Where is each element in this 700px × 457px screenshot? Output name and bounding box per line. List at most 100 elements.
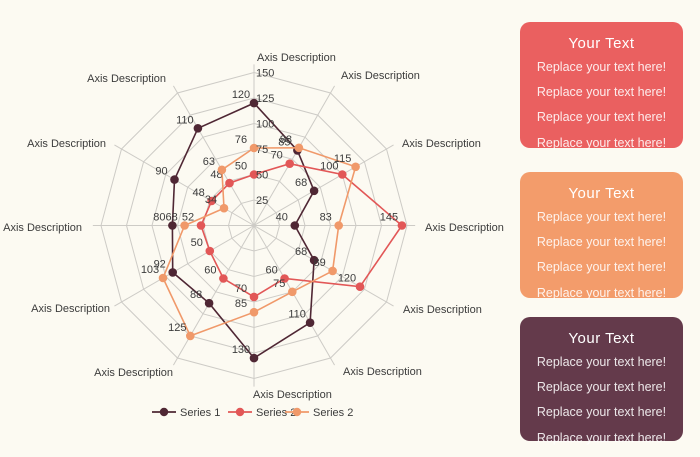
panel-placeholder-text[interactable]: Replace your text here! [536,430,667,445]
panel-placeholder-text[interactable]: Replace your text here! [536,60,667,74]
legend-item: Series 2 [228,407,296,419]
grid-spoke [253,85,336,226]
radar-grid [92,64,416,387]
data-label: 125 [168,322,186,334]
data-point [204,298,214,308]
data-point [207,196,216,206]
data-label: 40 [276,212,288,224]
panel-placeholder-text[interactable]: Replace your text here! [536,85,667,100]
data-label: 83 [320,212,332,224]
series-3: 76 88 115 83 89 75 85 125 103 68 34 63 [141,134,360,341]
legend-marker-dot [159,407,169,417]
data-point [285,159,295,168]
data-label: 50 [191,237,203,249]
axis-label: Axis Description [94,367,173,379]
data-point [397,221,407,230]
data-label: 92 [154,258,166,270]
data-label: 75 [273,278,285,290]
data-label: 90 [155,166,167,178]
legend-marker-dot [292,407,302,417]
data-point [351,162,360,172]
tick-label: 150 [256,68,274,80]
grid-spoke [114,225,255,307]
series-1: 120 85 68 40 68 110 130 88 92 80 90 110 [153,89,319,363]
tick-label: 100 [256,119,274,131]
panel-placeholder-text[interactable]: Replace your text here! [536,210,667,224]
data-point [249,98,259,108]
panel-placeholder-text[interactable]: Replace your text here! [536,405,667,420]
data-point [186,331,195,341]
data-point [180,221,189,230]
axis-label: Axis Description [341,70,420,82]
data-point [305,318,315,328]
data-point [249,170,259,179]
data-label: 100 [320,161,338,173]
grid-ring [176,148,332,303]
data-label: 89 [313,257,325,269]
legend-label: Series 2 [313,407,353,419]
data-point [219,203,229,213]
data-label: 110 [288,309,306,321]
data-label: 115 [334,153,352,165]
panel-placeholder-text[interactable]: Replace your text here! [536,235,667,250]
data-label: 145 [380,212,398,224]
data-point [249,353,259,363]
data-point [309,255,319,265]
data-label: 50 [235,161,247,173]
axis-label: Axis Description [27,138,106,150]
text-panel-1: Your Text Replace your text here! Replace … [520,22,683,150]
legend-label: Series 1 [180,407,220,419]
data-point [158,273,168,283]
grid-ring [125,97,383,354]
data-label: 68 [295,246,307,258]
axis-label: Axis Description [3,222,82,234]
axis-label: Axis Description [253,389,332,401]
panel-title[interactable]: Your Text [568,330,635,347]
text-panel-2: Your Text Replace your text here! Replace … [520,172,683,300]
axis-label: Axis Description [257,52,336,64]
data-point [249,292,259,302]
axis-label: Axis Description [87,73,166,85]
data-label: 88 [280,134,292,146]
data-label: 103 [141,264,159,276]
data-point [334,221,344,230]
legend-item: Series 2 [285,407,353,419]
grid-spoke [172,85,255,226]
legend-label: Series 2 [256,407,296,419]
data-point [309,186,319,196]
data-label: 52 [182,212,194,224]
data-label: 88 [190,289,202,301]
panel-placeholder-text[interactable]: Replace your text here! [536,355,667,369]
data-point [225,178,234,188]
axis-label: Axis Description [402,138,481,150]
grid-ring [100,71,408,380]
panel-placeholder-text[interactable]: Replace your text here! [536,135,667,150]
data-point [219,274,228,283]
data-label: 76 [235,134,247,146]
panel-placeholder-text[interactable]: Replace your text here! [536,285,667,300]
panel-title[interactable]: Your Text [568,35,635,52]
tick-label: 125 [256,93,274,105]
data-point [196,221,206,230]
panel-placeholder-text[interactable]: Replace your text here! [536,380,667,395]
panel-placeholder-text[interactable]: Replace your text here! [536,260,667,275]
data-point [338,170,347,179]
grid-spoke [114,144,255,226]
data-label: 70 [271,150,283,162]
grid-spoke [253,144,394,226]
panel-title[interactable]: Your Text [568,185,635,202]
data-label: 34 [205,194,217,206]
data-point [294,143,304,153]
data-point [168,221,177,230]
data-point [280,274,289,283]
data-point [168,268,177,277]
panel-placeholder-text[interactable]: Replace your text here! [536,110,667,125]
tick-label: 50 [256,170,268,182]
data-point [328,266,337,276]
data-label: 48 [192,187,204,199]
axis-label: Axis Description [425,222,504,234]
data-point [355,282,365,292]
axis-label: Axis Description [31,303,110,315]
data-label: 110 [176,114,194,126]
